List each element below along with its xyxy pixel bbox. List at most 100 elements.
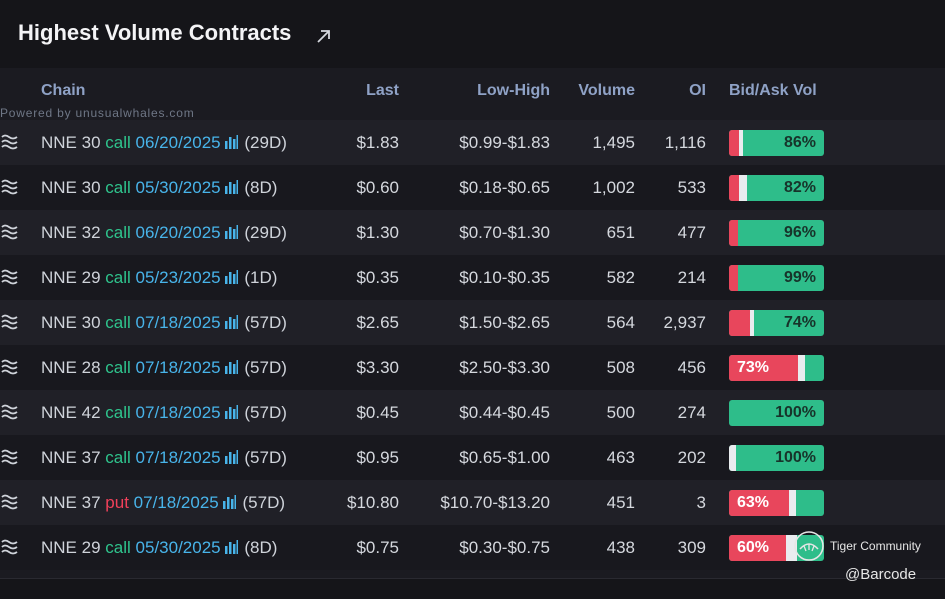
expiry-date[interactable]: 07/18/2025 [135,313,221,332]
expiry-date[interactable]: 06/20/2025 [135,133,221,152]
table-row[interactable]: NNE 32 call 06/20/2025 (29D) $1.30 $0.70-$… [0,210,945,255]
bar-chart-icon[interactable] [224,450,238,464]
last-price: $1.83 [356,133,399,152]
days-to-expiry: (57D) [244,358,287,377]
days-to-expiry: (57D) [242,493,286,512]
days-to-expiry: (57D) [244,403,287,422]
bar-chart-icon[interactable] [222,495,236,509]
expiry-date[interactable]: 05/30/2025 [135,178,221,197]
table-row[interactable]: NNE 37 call 07/18/2025 (57D) $0.95 $0.65-$… [0,435,945,480]
volume-value: 463 [606,448,635,467]
ask-pct-label: 96% [783,224,816,241]
low-high-range: $10.70-$13.20 [440,493,550,512]
mid-segment [750,310,754,336]
open-interest-value: 274 [677,403,706,422]
last-price: $10.80 [347,493,399,512]
ticker: NNE [41,403,77,422]
ask-pct-label: 86% [783,134,816,151]
low-high-range: $0.30-$0.75 [459,538,550,557]
table-row[interactable]: NNE 28 call 07/18/2025 (57D) $3.30 $2.50-$… [0,345,945,390]
arrow-up-right-icon[interactable] [314,26,334,46]
bid-segment [729,355,798,381]
chain-cell: NNE 30 call 07/18/2025 (57D) [41,313,287,333]
mid-segment [729,445,736,471]
table-row[interactable]: NNE 29 call 05/30/2025 (8D) $0.75 $0.30-$0… [0,525,945,570]
expiry-date[interactable]: 05/30/2025 [135,538,221,557]
mid-segment [739,130,743,156]
expiry-date[interactable]: 07/18/2025 [135,403,221,422]
low-high-range: $0.70-$1.30 [459,223,550,242]
strike: 30 [81,313,101,332]
column-header-low-high[interactable]: Low-High [477,82,550,99]
strike: 42 [81,403,101,422]
expiry-date[interactable]: 07/18/2025 [135,358,221,377]
ask-pct-label: 100% [775,449,816,466]
table-row[interactable]: NNE 29 call 05/23/2025 (1D) $0.35 $0.10-$0… [0,255,945,300]
chain-cell: NNE 37 call 07/18/2025 (57D) [41,448,287,468]
table-row[interactable]: NNE 37 put 07/18/2025 (57D) $10.80 $10.70-… [0,480,945,525]
ask-pct-label: 82% [783,179,816,196]
last-price: $0.75 [356,538,399,557]
bar-chart-icon[interactable] [224,270,238,284]
low-high-range: $1.50-$2.65 [459,313,550,332]
bar-chart-icon[interactable] [224,405,238,419]
mid-segment [798,355,805,381]
bid-segment [729,490,789,516]
column-header-bid-ask-vol[interactable]: Bid/Ask Vol [729,82,817,99]
watermark-community: Tiger Community [830,539,921,553]
bar-chart-icon[interactable] [224,540,238,554]
table-row[interactable]: NNE 30 call 05/30/2025 (8D) $0.60 $0.18-$0… [0,165,945,210]
low-high-range: $0.18-$0.65 [459,178,550,197]
ask-pct-label: 100% [775,404,816,421]
waves-icon [1,269,18,285]
table-row[interactable]: NNE 30 call 06/20/2025 (29D) $1.83 $0.99-$… [0,120,945,165]
low-high-range: $2.50-$3.30 [459,358,550,377]
bid-ask-vol-bar: 86% [729,130,824,156]
chain-cell: NNE 42 call 07/18/2025 (57D) [41,403,287,423]
bar-chart-icon[interactable] [224,180,238,194]
header: Highest Volume Contracts [0,0,945,68]
powered-by-label: Powered by unusualwhales.com [0,106,195,120]
bid-ask-vol-bar: 73% [729,355,824,381]
bar-chart-icon[interactable] [224,360,238,374]
contracts-table: Chain Last Low-High Volume OI Bid/Ask Vo… [0,68,945,578]
expiry-date[interactable]: 05/23/2025 [135,268,221,287]
bar-chart-icon[interactable] [224,225,238,239]
table-row[interactable]: NNE 30 call 07/18/2025 (57D) $2.65 $1.50-$… [0,300,945,345]
volume-value: 1,495 [592,133,635,152]
bar-chart-icon[interactable] [224,135,238,149]
column-header-last[interactable]: Last [366,82,399,99]
chain-cell: NNE 28 call 07/18/2025 (57D) [41,358,287,378]
low-high-range: $0.65-$1.00 [459,448,550,467]
column-header-volume[interactable]: Volume [578,82,635,99]
bar-chart-icon[interactable] [224,315,238,329]
expiry-date[interactable]: 07/18/2025 [135,448,221,467]
column-header-oi[interactable]: OI [689,82,706,99]
option-type: call [105,178,131,197]
days-to-expiry: (57D) [244,448,287,467]
last-price: $0.95 [356,448,399,467]
chain-cell: NNE 29 call 05/23/2025 (1D) [41,268,277,288]
volume-value: 438 [606,538,635,557]
ask-pct-label: 74% [783,314,816,331]
expiry-date[interactable]: 06/20/2025 [135,223,221,242]
waves-icon [1,224,18,240]
days-to-expiry: (57D) [244,313,287,332]
column-header-chain[interactable]: Chain [41,82,86,99]
ticker: NNE [41,223,77,242]
option-type: call [105,133,131,152]
open-interest-value: 456 [677,358,706,377]
chain-cell: NNE 37 put 07/18/2025 (57D) [41,493,285,513]
bid-segment [729,130,739,156]
bid-ask-vol-bar: 100% [729,445,824,471]
open-interest-value: 533 [677,178,706,197]
mid-segment [789,490,796,516]
expiry-date[interactable]: 07/18/2025 [133,493,219,512]
bid-ask-vol-bar: 74% [729,310,824,336]
chain-cell: NNE 30 call 05/30/2025 (8D) [41,178,277,198]
ticker: NNE [41,133,77,152]
table-row[interactable]: NNE 42 call 07/18/2025 (57D) $0.45 $0.44-$… [0,390,945,435]
bid-ask-vol-bar: 63% [729,490,824,516]
strike: 30 [81,133,101,152]
bid-segment [729,310,750,336]
